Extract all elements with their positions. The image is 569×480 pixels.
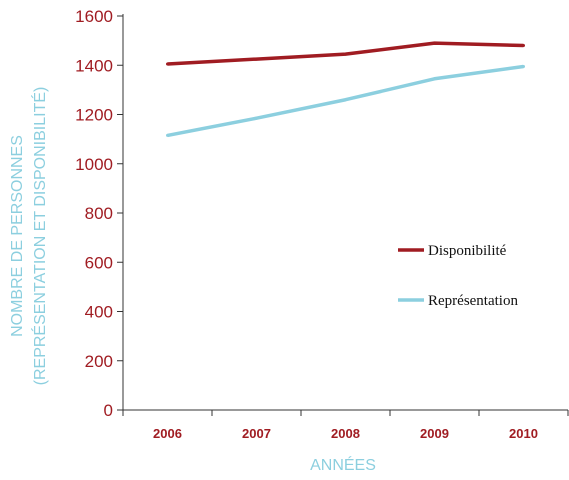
x-tick-label: 2008: [331, 426, 360, 441]
y-tick-label: 200: [85, 352, 113, 371]
data-point: [433, 41, 436, 45]
y-tick-label: 0: [104, 401, 113, 420]
data-point: [255, 116, 258, 120]
x-axis-title: ANNÉES: [310, 455, 376, 474]
y-tick-label: 1400: [75, 56, 113, 75]
series-layer: [166, 41, 525, 138]
x-tick-label: 2009: [420, 426, 449, 441]
data-point: [166, 133, 169, 137]
y-axis-title-line2: (REPRÉSENTATION ET DISPONIBILITÉ): [30, 87, 49, 386]
x-axis: 2006 2007 2008 2009 2010: [122, 409, 569, 441]
x-tick-label: 2010: [509, 426, 538, 441]
legend-label: Disponibilité: [428, 243, 507, 259]
data-point: [255, 57, 258, 61]
x-tick-label: 2007: [242, 426, 271, 441]
data-point: [344, 98, 347, 102]
y-tick-label: 800: [85, 204, 113, 223]
data-point: [522, 64, 525, 68]
x-tick-label: 2006: [153, 426, 182, 441]
y-tick-label: 1600: [75, 7, 113, 26]
data-point: [344, 52, 347, 56]
data-point: [433, 77, 436, 81]
y-axis: 0 200 400 600 800 1000 1200 1400 1600: [75, 7, 124, 420]
data-point: [166, 62, 169, 66]
legend: Disponibilité Représentation: [398, 243, 518, 309]
y-tick-label: 400: [85, 303, 113, 322]
y-axis-title-line1: NOMBRE DE PERSONNES: [9, 135, 26, 337]
y-tick-label: 600: [85, 253, 113, 272]
data-point: [522, 44, 525, 48]
y-tick-label: 1000: [75, 155, 113, 174]
legend-label: Représentation: [428, 293, 518, 309]
y-tick-label: 1200: [75, 106, 113, 125]
